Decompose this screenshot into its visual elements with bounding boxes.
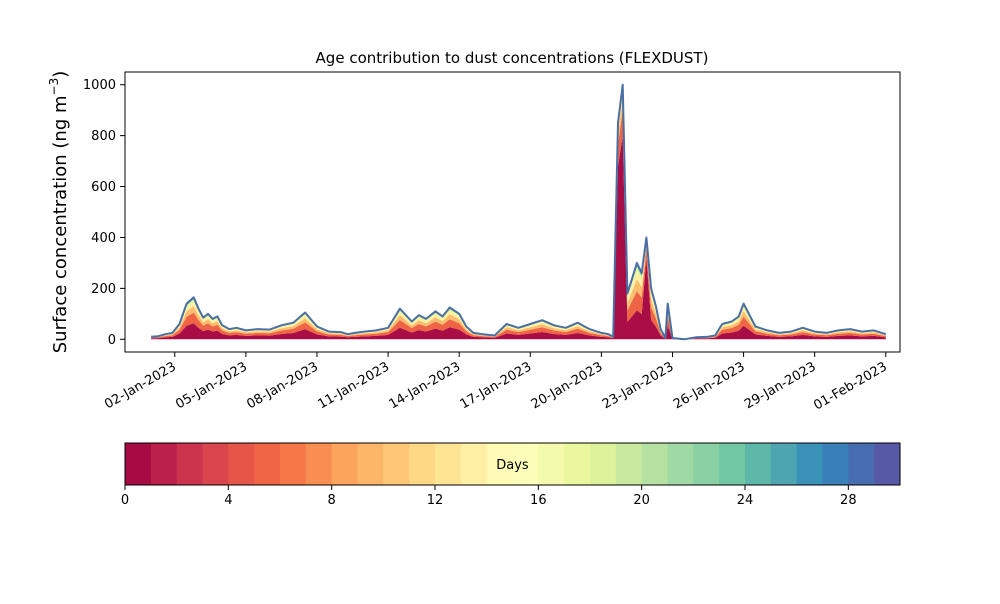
x-tick-label: 23-Jan-2023 <box>600 359 677 412</box>
y-tick-label: 0 <box>108 333 116 348</box>
colorbar-bin <box>435 443 462 485</box>
colorbar-bin <box>538 443 565 485</box>
chart-title: Age contribution to dust concentrations … <box>316 49 709 67</box>
y-tick-label: 200 <box>91 282 116 297</box>
x-tick-label: 20-Jan-2023 <box>529 359 606 412</box>
y-axis-label-superscript: −3 <box>47 78 61 96</box>
y-axis: 0 200 400 600 800 1000 <box>83 78 125 348</box>
age-layer-18-24d <box>151 87 886 340</box>
x-tick-label: 14-Jan-2023 <box>387 359 464 412</box>
total-concentration-line <box>151 83 887 341</box>
colorbar-bin <box>615 443 643 485</box>
y-tick-label: 800 <box>91 129 116 144</box>
x-tick-label: 01-Feb-2023 <box>811 359 890 413</box>
x-tick-label: 26-Jan-2023 <box>671 359 748 412</box>
colorbar-label: Days <box>496 458 529 473</box>
plot-frame <box>124 71 901 353</box>
colorbar-frame <box>124 442 901 486</box>
age-layer-14-18d <box>151 89 886 340</box>
colorbar-tick-label: 12 <box>427 493 444 508</box>
colorbar-bin <box>770 443 798 485</box>
x-axis: 02-Jan-202305-Jan-202308-Jan-202311-Jan-… <box>102 352 890 413</box>
y-axis-label: Surface concentration (ng m−3) <box>47 71 71 354</box>
colorbar-bin <box>512 443 539 485</box>
colorbar-bin <box>409 443 436 485</box>
y-axis-label-close: ) <box>50 71 71 78</box>
colorbar-tick-label: 28 <box>840 493 857 508</box>
colorbar: Days 0 4 8 12 16 20 24 28 <box>121 442 901 508</box>
colorbar-tick-label: 8 <box>328 493 336 508</box>
age-layer-24-30d <box>151 84 886 340</box>
x-tick-label: 11-Jan-2023 <box>315 359 392 412</box>
colorbar-bin <box>331 443 358 485</box>
colorbar-bin <box>254 443 281 485</box>
y-axis-label-main: Surface concentration (ng m <box>50 95 71 353</box>
x-tick-label: 17-Jan-2023 <box>458 359 535 412</box>
colorbar-bin <box>305 443 333 485</box>
colorbar-bin <box>693 443 720 485</box>
colorbar-bin <box>357 443 384 485</box>
colorbar-bin <box>719 443 746 485</box>
colorbar-bin <box>848 443 875 485</box>
colorbar-bin <box>486 443 513 485</box>
colorbar-bin <box>590 443 617 485</box>
y-tick-label: 600 <box>91 180 116 195</box>
colorbar-bin <box>745 443 772 485</box>
colorbar-bin <box>125 443 152 485</box>
x-tick-label: 29-Jan-2023 <box>742 359 819 412</box>
y-tick-label: 1000 <box>83 78 116 93</box>
colorbar-bin <box>280 443 307 485</box>
x-tick-label: 08-Jan-2023 <box>244 359 321 412</box>
age-layer-10-14d <box>151 97 886 340</box>
y-tick-label: 400 <box>91 231 116 246</box>
colorbar-tick-label: 20 <box>633 493 650 508</box>
colorbar-bin <box>564 443 591 485</box>
age-layer-0-5d <box>151 135 886 340</box>
colorbar-bin <box>460 443 488 485</box>
colorbar-bin <box>796 443 823 485</box>
age-layer-5-10d <box>151 110 886 340</box>
colorbar-bin <box>874 443 901 485</box>
colorbar-bin <box>150 443 178 485</box>
colorbar-tick-label: 24 <box>737 493 754 508</box>
colorbar-bin <box>202 443 229 485</box>
colorbar-bin <box>641 443 668 485</box>
total-line-path <box>151 83 887 341</box>
colorbar-tick-label: 16 <box>530 493 547 508</box>
colorbar-bin <box>176 443 203 485</box>
colorbar-bin <box>228 443 255 485</box>
colorbar-bin <box>667 443 694 485</box>
colorbar-tick-label: 0 <box>121 493 129 508</box>
colorbar-tick-label: 4 <box>224 493 232 508</box>
x-tick-label: 02-Jan-2023 <box>102 359 179 412</box>
colorbar-bin <box>822 443 849 485</box>
x-tick-label: 05-Jan-2023 <box>173 359 250 412</box>
age-area-layers <box>151 84 886 340</box>
colorbar-bin <box>383 443 410 485</box>
